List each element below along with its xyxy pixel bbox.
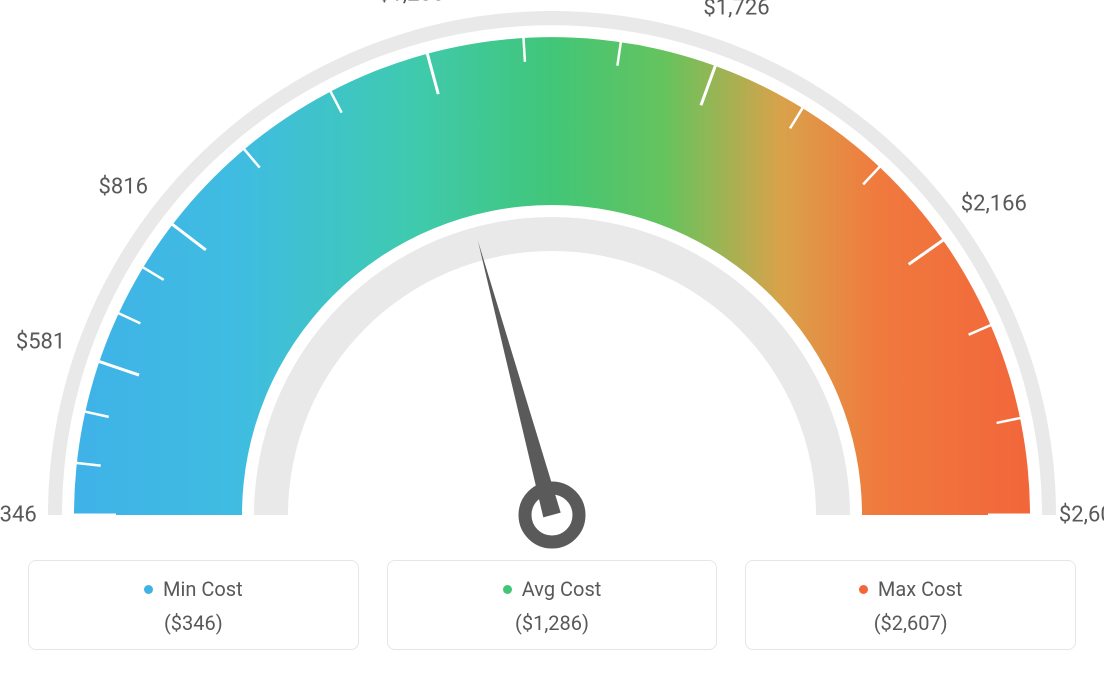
legend-dot-min [144,585,153,594]
gauge-tick-label: $346 [0,503,37,528]
gauge-tick-label: $2,166 [961,192,1027,217]
legend-title-avg: Avg Cost [503,577,602,601]
cost-gauge: $346 $581 $816 $1,286 $1,726 $2,166 $2,607 [0,0,1104,560]
legend-label-avg: Avg Cost [522,577,602,601]
legend-card-max: Max Cost ($2,607) [745,560,1076,650]
legend-dot-max [859,585,868,594]
gauge-tick-label: $581 [16,329,65,354]
legend-title-min: Min Cost [144,577,243,601]
legend-card-avg: Avg Cost ($1,286) [387,560,718,650]
gauge-svg [0,0,1104,560]
legend-row: Min Cost ($346) Avg Cost ($1,286) Max Co… [0,560,1104,650]
legend-dot-avg [503,585,512,594]
legend-title-max: Max Cost [859,577,963,601]
gauge-tick-label: $2,607 [1059,503,1104,528]
legend-label-min: Min Cost [163,577,243,601]
gauge-tick-label: $1,286 [378,0,444,6]
legend-value-min: ($346) [29,611,358,635]
legend-label-max: Max Cost [878,577,963,601]
legend-value-avg: ($1,286) [388,611,717,635]
legend-card-min: Min Cost ($346) [28,560,359,650]
gauge-tick-label: $816 [99,174,148,199]
gauge-tick-label: $1,726 [703,0,769,20]
legend-value-max: ($2,607) [746,611,1075,635]
